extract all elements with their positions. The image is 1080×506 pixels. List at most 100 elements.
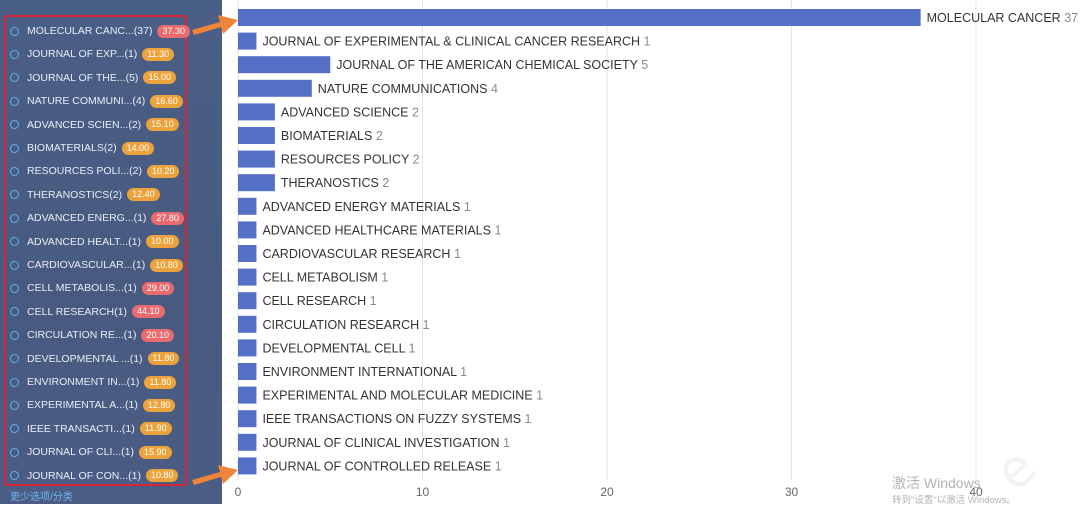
- filter-item-label: CARDIOVASCULAR...(1): [27, 259, 146, 271]
- filter-item-label: EXPERIMENTAL A...(1): [27, 399, 138, 412]
- category-name: ENVIRONMENT INTERNATIONAL: [262, 365, 457, 379]
- bar-value-label: 1: [381, 271, 388, 285]
- category-name: JOURNAL OF CONTROLLED RELEASE: [262, 459, 491, 473]
- bar-category-label: THERANOSTICS 2: [281, 176, 389, 190]
- filter-item[interactable]: RESOURCES POLI...(2) 10.20: [10, 162, 180, 180]
- radio-circle-icon[interactable]: [10, 237, 19, 247]
- activation-watermark-title: 激活 Windows: [892, 475, 981, 491]
- bar-category-label: JOURNAL OF CONTROLLED RELEASE 1: [262, 459, 501, 473]
- filter-item-label: ADVANCED SCIEN...(2): [27, 118, 142, 131]
- radio-circle-icon[interactable]: [10, 49, 19, 59]
- bar[interactable]: [238, 150, 275, 168]
- arrow-right-icon: [192, 465, 238, 485]
- filter-item-label: ENVIRONMENT IN...(1): [27, 376, 140, 388]
- bar-category-label: ENVIRONMENT INTERNATIONAL 1: [262, 365, 467, 379]
- filter-item[interactable]: ADVANCED HEALT...(1) 10.00: [10, 233, 179, 251]
- category-name: ADVANCED ENERGY MATERIALS: [262, 200, 460, 214]
- filter-item[interactable]: JOURNAL OF THE...(5) 15.00: [10, 69, 176, 87]
- radio-circle-icon[interactable]: [10, 377, 19, 387]
- filter-item[interactable]: MOLECULAR CANC...(37) 37.30: [10, 22, 190, 40]
- radio-circle-icon[interactable]: [10, 120, 19, 130]
- radio-circle-icon[interactable]: [10, 447, 19, 457]
- bar[interactable]: [238, 386, 257, 404]
- x-tick-label: 0: [235, 485, 242, 499]
- bar[interactable]: [238, 9, 921, 26]
- filter-item[interactable]: ENVIRONMENT IN...(1) 11.80: [10, 373, 177, 391]
- x-tick-label: 20: [600, 485, 614, 499]
- bar-category-label: CELL RESEARCH 1: [262, 294, 376, 308]
- bar[interactable]: [238, 197, 257, 215]
- bar[interactable]: [238, 292, 257, 310]
- filter-item[interactable]: CELL RESEARCH(1) 44.10: [10, 303, 165, 321]
- radio-circle-icon[interactable]: [10, 260, 19, 270]
- bar-category-label: EXPERIMENTAL AND MOLECULAR MEDICINE 1: [262, 389, 543, 403]
- category-name: MOLECULAR CANCER: [927, 11, 1061, 25]
- radio-circle-icon[interactable]: [10, 354, 19, 364]
- filter-item[interactable]: DEVELOPMENTAL ...(1) 11.80: [10, 350, 180, 368]
- filter-item[interactable]: CELL METABOLIS...(1) 29.00: [10, 279, 175, 297]
- filter-item[interactable]: ADVANCED ENERG...(1) 27.80: [10, 209, 184, 227]
- radio-circle-icon[interactable]: [10, 283, 19, 293]
- filter-item[interactable]: IEEE TRANSACTI...(1) 11.90: [10, 420, 172, 438]
- radio-circle-icon[interactable]: [10, 213, 19, 223]
- bar-category-label: JOURNAL OF EXPERIMENTAL & CLINICAL CANCE…: [262, 35, 650, 49]
- bar-category-label: CIRCULATION RESEARCH 1: [262, 318, 429, 332]
- bar[interactable]: [238, 127, 275, 144]
- radio-circle-icon[interactable]: [10, 96, 19, 106]
- bar-value-label: 1: [423, 318, 430, 332]
- bar-value-label: 2: [412, 105, 419, 119]
- radio-circle-icon[interactable]: [10, 424, 19, 434]
- bar[interactable]: [238, 363, 257, 380]
- bar-value-label: 1: [464, 200, 471, 214]
- bar[interactable]: [238, 174, 275, 192]
- bar-value-label: 1: [370, 294, 377, 308]
- filter-item[interactable]: THERANOSTICS(2) 12.40: [10, 186, 160, 204]
- impact-factor-badge: 15.10: [146, 118, 179, 132]
- filter-item[interactable]: BIOMATERIALS(2) 14.00: [10, 139, 155, 157]
- bar[interactable]: [238, 245, 257, 262]
- filter-item[interactable]: JOURNAL OF CON...(1) 10.80: [10, 467, 179, 485]
- bar[interactable]: [238, 315, 257, 333]
- filter-item[interactable]: CARDIOVASCULAR...(1) 10.80: [10, 256, 183, 274]
- bar[interactable]: [238, 410, 257, 428]
- impact-factor-badge: 12.40: [127, 188, 160, 202]
- bar[interactable]: [238, 103, 275, 121]
- bar-category-label: CELL METABOLISM 1: [262, 271, 388, 285]
- bar[interactable]: [238, 221, 257, 239]
- bar[interactable]: [238, 457, 257, 475]
- bar[interactable]: [238, 433, 257, 451]
- bar-value-label: 4: [491, 82, 498, 96]
- bar[interactable]: [238, 32, 257, 50]
- bar[interactable]: [238, 268, 257, 286]
- bar-value-label: 2: [413, 153, 420, 167]
- category-name: NATURE COMMUNICATIONS: [318, 82, 488, 96]
- radio-circle-icon[interactable]: [10, 26, 19, 36]
- category-name: CARDIOVASCULAR RESEARCH: [262, 247, 450, 261]
- radio-circle-icon[interactable]: [10, 471, 19, 481]
- bar[interactable]: [238, 79, 312, 97]
- filter-item[interactable]: EXPERIMENTAL A...(1) 12.80: [10, 396, 176, 414]
- category-name: RESOURCES POLICY: [281, 153, 410, 167]
- category-name: BIOMATERIALS: [281, 129, 372, 143]
- filter-item-label: JOURNAL OF CON...(1): [27, 469, 141, 482]
- bar-category-label: CARDIOVASCULAR RESEARCH 1: [262, 247, 461, 261]
- radio-circle-icon[interactable]: [10, 73, 19, 83]
- radio-circle-icon[interactable]: [10, 330, 19, 340]
- fewer-options-link[interactable]: 更少选项/分类: [10, 492, 73, 503]
- impact-factor-badge: 14.00: [121, 141, 155, 155]
- filter-item[interactable]: JOURNAL OF EXP...(1) 11.30: [10, 45, 175, 63]
- filter-item[interactable]: ADVANCED SCIEN...(2) 15.10: [10, 116, 179, 134]
- filter-item[interactable]: CIRCULATION RE...(1) 20.10: [10, 326, 175, 344]
- arrow-right-icon: [192, 15, 238, 35]
- filter-item-label: IEEE TRANSACTI...(1): [27, 422, 135, 435]
- filter-item[interactable]: JOURNAL OF CLI...(1) 15.90: [10, 443, 172, 461]
- filter-item[interactable]: NATURE COMMUNI...(4) 16.60: [10, 92, 183, 110]
- radio-circle-icon[interactable]: [10, 190, 19, 200]
- bar[interactable]: [238, 339, 257, 357]
- radio-circle-icon[interactable]: [10, 307, 19, 317]
- radio-circle-icon[interactable]: [10, 166, 19, 176]
- radio-circle-icon[interactable]: [10, 400, 19, 410]
- x-tick-label: 30: [785, 485, 799, 499]
- radio-circle-icon[interactable]: [10, 143, 19, 153]
- bar[interactable]: [238, 56, 331, 74]
